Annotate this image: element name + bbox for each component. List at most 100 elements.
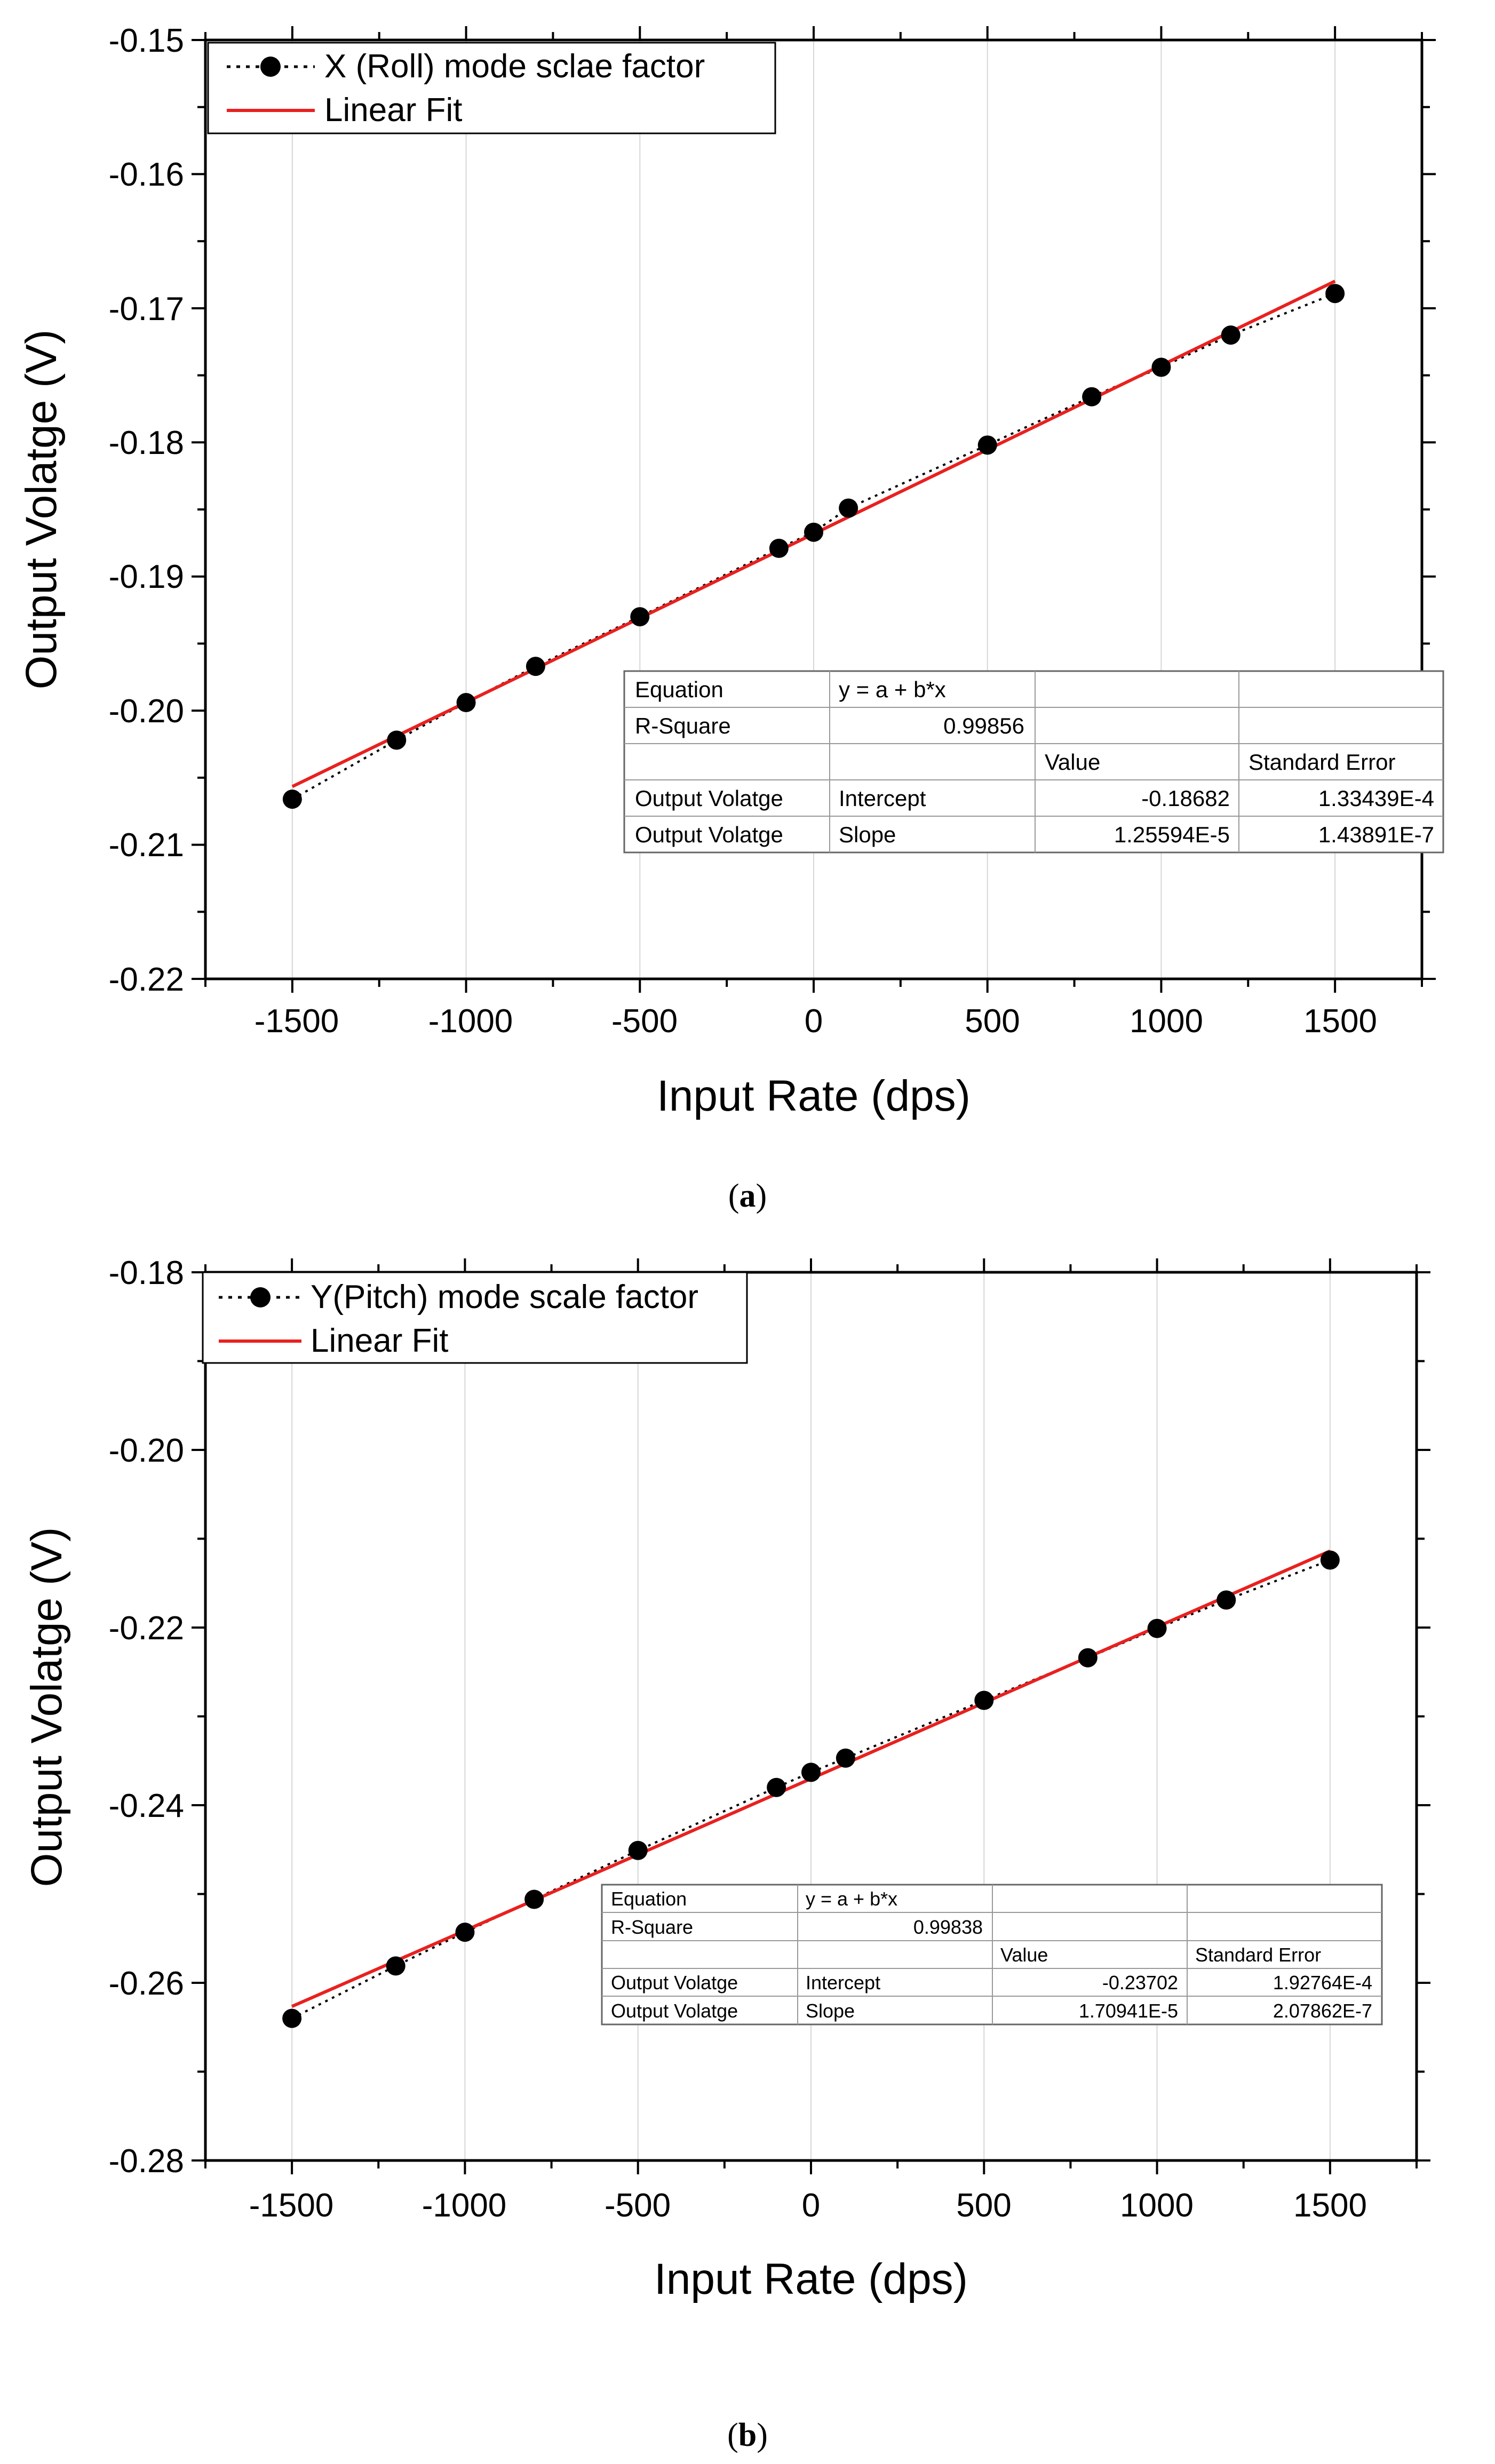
- panel-a-ytick: -0.17: [109, 291, 184, 328]
- panel-a-legend: X (Roll) mode sclae factor Linear Fit: [207, 42, 776, 134]
- panel-b-ytick: -0.22: [109, 1610, 184, 1647]
- panel-a-legend-series-label: X (Roll) mode sclae factor: [324, 48, 705, 85]
- panel-a-table-row-param: Slope: [839, 822, 896, 847]
- data-point: [839, 498, 858, 518]
- panel-a-xtick: -500: [611, 1003, 678, 1040]
- panel-b-table-col-value: Value: [1000, 1944, 1048, 1966]
- data-point: [977, 435, 997, 455]
- panel-a-table-col-value: Value: [1045, 749, 1100, 775]
- panel-a-data: [282, 280, 1345, 809]
- panel-b-table-row-param: Slope: [806, 2000, 855, 2022]
- panel-a-table-row-se: 1.33439E-4: [1318, 786, 1434, 811]
- data-point: [804, 522, 823, 542]
- panel-b-table-rsq: 0.99838: [913, 1916, 983, 1938]
- panel-a-table-row-value: 1.25594E-5: [1114, 822, 1230, 847]
- panel-a-table-equation: y = a + b*x: [839, 677, 946, 702]
- panel-b-x-axis-label: Input Rate (dps): [654, 2255, 968, 2303]
- panel-b-caption-letter: b: [738, 2417, 757, 2453]
- panel-b-ytick: -0.28: [109, 2143, 184, 2180]
- data-point: [1082, 387, 1102, 406]
- panel-a-y-axis-label: Output Volatge (V): [17, 330, 66, 690]
- data-point: [1320, 1550, 1340, 1570]
- panel-b-table-row-name: Output Volatge: [611, 2000, 738, 2022]
- panel-b-table-row-value: 1.70941E-5: [1079, 2000, 1178, 2022]
- data-point: [1147, 1618, 1167, 1638]
- panel-b-y-axis-label: Output Volatge (V): [22, 1527, 71, 1887]
- panel-b-table-row-se: 1.92764E-4: [1273, 1972, 1372, 1993]
- panel-a-xtick: 0: [805, 1003, 823, 1040]
- panel-a-fit-table: Equation y = a + b*x R-Square 0.99856 Va…: [623, 670, 1444, 854]
- panel-a-ytick: -0.19: [109, 559, 184, 595]
- data-point: [455, 1923, 475, 1942]
- panel-a-table-row-name: Output Volatge: [635, 822, 783, 847]
- panel-b-ytick: -0.20: [109, 1432, 184, 1469]
- panel-a-legend-marker: [260, 57, 281, 77]
- data-point: [974, 1690, 994, 1710]
- data-point: [628, 1840, 648, 1860]
- panel-a-ytick: -0.21: [109, 827, 184, 864]
- data-point: [1221, 325, 1240, 345]
- panel-b-xtick: 0: [802, 2187, 820, 2224]
- panel-b-ytick: -0.24: [109, 1788, 184, 1824]
- panel-a-caption: (a): [728, 1178, 767, 1214]
- panel-a-ytick: -0.16: [109, 156, 184, 193]
- panel-b-legend-fit-label: Linear Fit: [311, 1322, 448, 1359]
- data-point: [630, 607, 650, 627]
- panel-a-table-rsq: 0.99856: [943, 713, 1024, 738]
- panel-a-table-row-value: -0.18682: [1141, 786, 1230, 811]
- data-point: [1325, 284, 1345, 304]
- panel-b-ytick: -0.18: [109, 1255, 184, 1291]
- data-point: [1151, 357, 1171, 377]
- panel-a-table-col-se: Standard Error: [1249, 749, 1395, 775]
- panel-a: -0.15 -0.16 -0.17 -0.18 -0.19 -0.20 -0.2…: [17, 22, 1444, 1214]
- panel-b-ticks: [192, 1258, 1430, 2174]
- panel-a-xtick: 500: [965, 1003, 1020, 1040]
- panel-b-fit-table: Equation y = a + b*x R-Square 0.99838 Va…: [601, 1884, 1383, 2026]
- data-point: [769, 538, 789, 558]
- data-point: [386, 1956, 405, 1976]
- data-point: [456, 693, 476, 713]
- panel-a-grid: [291, 40, 1336, 979]
- panel-a-table-equation-label: Equation: [635, 677, 723, 702]
- panel-a-ytick: -0.15: [109, 22, 184, 59]
- panel-a-ytick: -0.22: [109, 961, 184, 998]
- panel-b: -0.18 -0.20 -0.22 -0.24 -0.26 -0.28 -150…: [22, 1255, 1430, 2453]
- panel-b-table-row-name: Output Volatge: [611, 1972, 738, 1993]
- panel-b-table-row-value: -0.23702: [1102, 1972, 1178, 1993]
- panel-a-xtick: -1000: [428, 1003, 513, 1040]
- data-point: [801, 1763, 821, 1782]
- data-point: [1078, 1648, 1098, 1668]
- panel-a-legend-fit-label: Linear Fit: [324, 92, 462, 129]
- panel-b-xtick: -1000: [422, 2187, 507, 2224]
- data-point: [282, 2008, 302, 2028]
- panel-a-x-axis-label: Input Rate (dps): [657, 1072, 971, 1120]
- panel-b-xtick: -500: [605, 2187, 671, 2224]
- panel-b-table-col-se: Standard Error: [1195, 1944, 1321, 1966]
- panel-a-table-row-param: Intercept: [839, 786, 926, 811]
- data-point: [526, 657, 545, 676]
- panel-b-table-rsq-label: R-Square: [611, 1916, 693, 1938]
- panel-a-table-row-name: Output Volatge: [635, 786, 783, 811]
- panel-b-legend-box: [202, 1271, 748, 1364]
- data-point: [387, 730, 407, 750]
- panel-a-legend-box: [207, 42, 776, 134]
- panel-a-ytick: -0.20: [109, 693, 184, 730]
- panel-b-table-row-se: 2.07862E-7: [1273, 2000, 1372, 2022]
- panel-b-data: [282, 1549, 1340, 2028]
- panel-a-ticks: [192, 26, 1436, 993]
- panel-a-fit-table-box: [623, 670, 1444, 854]
- panel-b-table-row-param: Intercept: [806, 1972, 880, 1993]
- data-point: [524, 1889, 544, 1909]
- panel-b-grid: [291, 1272, 1331, 2160]
- panel-b-ytick: -0.26: [109, 1965, 184, 2002]
- panel-b-table-equation-label: Equation: [611, 1888, 687, 1910]
- data-point: [767, 1777, 786, 1797]
- panel-a-xtick: 1500: [1303, 1003, 1377, 1040]
- panel-b-xtick: 1000: [1120, 2187, 1194, 2224]
- data-point: [836, 1748, 855, 1768]
- panel-b-xtick: -1500: [249, 2187, 334, 2224]
- panel-a-xtick: -1500: [255, 1003, 339, 1040]
- panel-b-xtick: 1500: [1293, 2187, 1367, 2224]
- data-point: [282, 790, 302, 809]
